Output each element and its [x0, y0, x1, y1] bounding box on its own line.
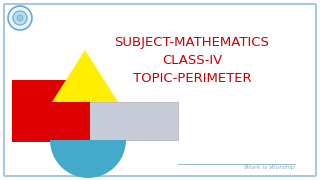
Text: Work is Worship: Work is Worship [244, 165, 295, 170]
Wedge shape [50, 140, 126, 178]
Bar [88, 102, 178, 140]
Circle shape [13, 11, 27, 25]
Bar [12, 80, 90, 142]
FancyBboxPatch shape [4, 4, 316, 176]
Circle shape [17, 15, 23, 21]
Text: TOPIC-PERIMETER: TOPIC-PERIMETER [133, 71, 251, 84]
Polygon shape [52, 50, 118, 102]
Text: SUBJECT-MATHEMATICS: SUBJECT-MATHEMATICS [115, 35, 269, 48]
Text: CLASS-IV: CLASS-IV [162, 53, 222, 66]
Circle shape [8, 6, 32, 30]
